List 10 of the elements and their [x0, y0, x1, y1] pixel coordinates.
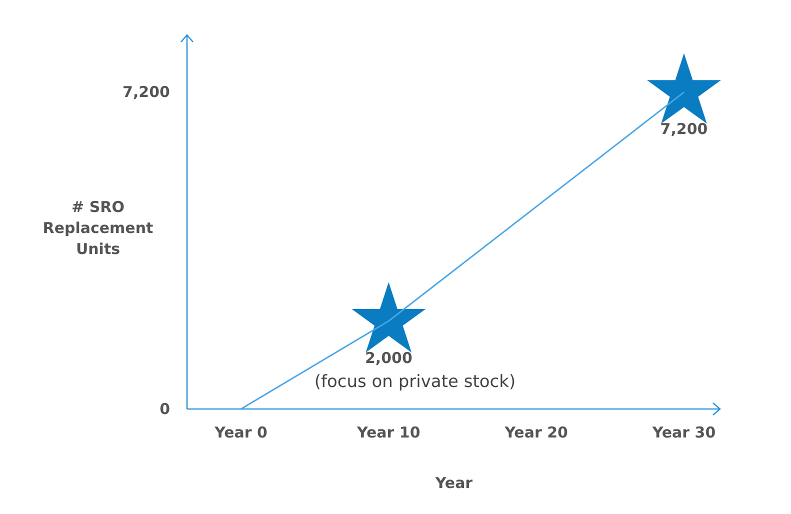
x-tick-label: Year 30	[651, 424, 716, 442]
x-tick-label: Year 20	[504, 424, 568, 442]
annotation: (focus on private stock)	[314, 372, 516, 392]
x-axis-title: Year	[434, 474, 474, 492]
x-tick-label: Year 0	[214, 424, 268, 442]
x-tick-label: Year 10	[356, 424, 420, 442]
y-axis-title: # SRO Replacement Units	[42, 198, 154, 258]
data-label: 7,200	[660, 120, 708, 138]
y-tick-label: 0	[160, 400, 170, 418]
data-label: 2,000	[364, 349, 412, 367]
